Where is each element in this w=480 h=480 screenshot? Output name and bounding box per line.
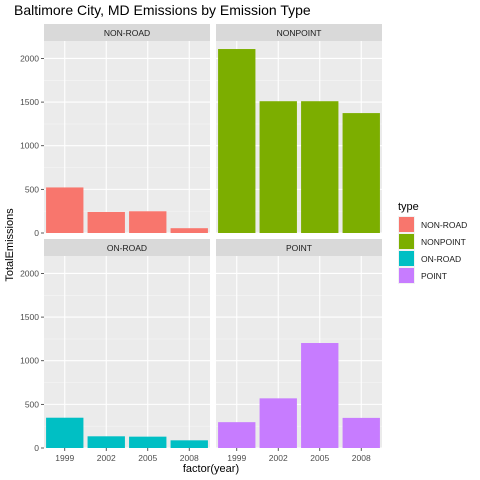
facet-strip-label-nonpoint: NONPOINT: [277, 28, 322, 38]
x-tick-label: 2008: [352, 453, 371, 463]
x-axis-label: factor(year): [183, 463, 239, 475]
facet-strip-on-road: [44, 239, 210, 256]
bar-point-2008: [342, 417, 380, 448]
legend-swatch-on-road: [399, 251, 414, 266]
bar-on-road-1999: [46, 417, 84, 448]
y-tick-label: 0: [34, 443, 39, 453]
bar-point-1999: [218, 422, 256, 448]
legend-title: type: [398, 201, 419, 213]
bar-on-road-2002: [87, 436, 125, 448]
facet-strip-point: [216, 239, 382, 256]
bar-non-road-2005: [129, 211, 167, 233]
x-tick-label: 2005: [310, 453, 329, 463]
legend-swatch-non-road: [399, 217, 414, 232]
y-tick-label: 0: [34, 228, 39, 238]
bar-non-road-2002: [87, 211, 125, 233]
legend: type NON-ROAD NONPOINT ON-ROAD POINT: [398, 201, 467, 284]
chart-title: Baltimore City, MD Emissions by Emission…: [14, 2, 311, 18]
legend-swatch-nonpoint: [399, 234, 414, 249]
bar-nonpoint-2005: [301, 101, 339, 233]
x-tick-label: 1999: [227, 453, 246, 463]
x-tick-label: 2002: [97, 453, 116, 463]
facet-panels: NON-ROAD 0 500 1000 1500 2000 NONPOINT ON-ROAD 0…: [20, 24, 382, 463]
bar-non-road-1999: [46, 187, 84, 233]
bar-on-road-2008: [170, 440, 208, 448]
y-tick-label: 1500: [20, 312, 39, 322]
bar-point-2005: [301, 343, 339, 448]
legend-label-point: POINT: [421, 271, 447, 281]
panel-background-point: [216, 256, 382, 448]
x-tick-label: 2005: [138, 453, 157, 463]
y-tick-label: 500: [25, 399, 39, 409]
y-tick-label: 1000: [20, 141, 39, 151]
bar-nonpoint-2002: [259, 101, 297, 233]
facet-strip-label-non-road: NON-ROAD: [104, 28, 150, 38]
y-tick-label: 2000: [20, 268, 39, 278]
panel-background-on-road: [44, 256, 210, 448]
y-tick-label: 1500: [20, 97, 39, 107]
bar-nonpoint-1999: [218, 49, 256, 234]
bar-point-2002: [259, 398, 297, 448]
legend-label-on-road: ON-ROAD: [421, 254, 461, 264]
facet-strip-label-on-road: ON-ROAD: [107, 243, 147, 253]
bar-on-road-2005: [129, 436, 167, 448]
facet-strip-label-point: POINT: [286, 243, 312, 253]
x-tick-label: 2008: [180, 453, 199, 463]
x-tick-label: 2002: [269, 453, 288, 463]
y-axis-label: TotalEmissions: [4, 208, 16, 282]
bar-nonpoint-2008: [342, 113, 380, 233]
y-tick-label: 2000: [20, 53, 39, 63]
y-tick-label: 500: [25, 184, 39, 194]
facet-strip-non-road: [44, 24, 210, 41]
y-tick-label: 1000: [20, 356, 39, 366]
legend-label-non-road: NON-ROAD: [421, 220, 467, 230]
x-tick-label: 1999: [55, 453, 74, 463]
legend-label-nonpoint: NONPOINT: [421, 237, 466, 247]
facet-strip-nonpoint: [216, 24, 382, 41]
legend-swatch-point: [399, 268, 414, 283]
bar-non-road-2008: [170, 228, 208, 233]
